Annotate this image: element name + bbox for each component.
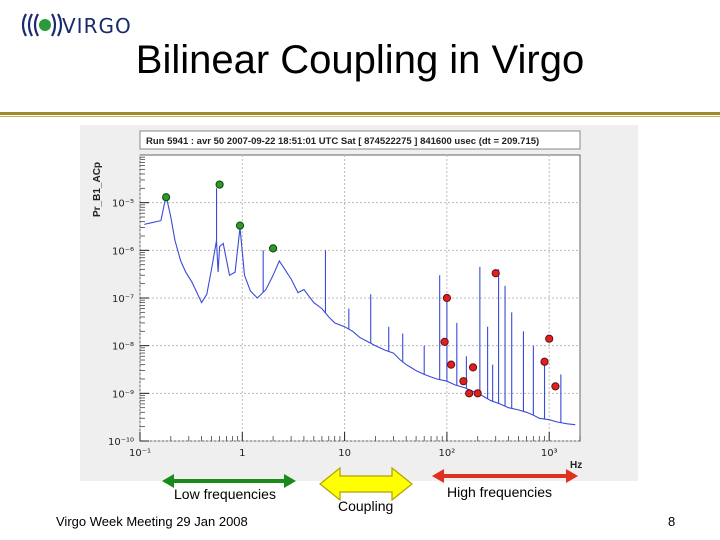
page-title: Bilinear Coupling in Virgo <box>135 38 585 82</box>
low-frequency-marker <box>268 244 278 253</box>
y-tick-label: 10⁻¹⁰ <box>108 437 134 448</box>
title-rule-thin <box>0 116 720 117</box>
low-frequency-marker <box>235 221 245 230</box>
x-tick-label: 10³ <box>541 448 558 459</box>
x-tick-label: 10 <box>338 448 351 459</box>
logo-circle-icon <box>39 19 51 31</box>
high-frequency-arrow <box>432 469 578 483</box>
high-frequency-marker <box>442 293 452 303</box>
high-frequency-marker <box>447 360 456 369</box>
virgo-logo <box>21 13 63 37</box>
y-tick-label: 10⁻⁸ <box>112 342 134 353</box>
y-tick-label: 10⁻⁹ <box>112 389 134 400</box>
low-frequency-marker <box>162 193 171 202</box>
series-line <box>144 195 576 426</box>
x-tick-label: 10⁻¹ <box>129 448 151 459</box>
y-tick-label: 10⁻⁷ <box>112 294 134 305</box>
y-axis-label: Pr_B1_ACp <box>92 162 103 217</box>
high-frequency-marker <box>440 337 449 346</box>
title-rule <box>0 112 720 115</box>
page-number: 8 <box>668 514 676 529</box>
low-frequency-marker <box>215 180 224 189</box>
chart-title: Run 5941 : avr 50 2007-09-22 18:51:01 UT… <box>146 136 539 147</box>
x-axis-label: Hz <box>570 460 582 471</box>
high-frequency-marker <box>465 389 474 398</box>
y-tick-label: 10⁻⁶ <box>112 246 134 257</box>
x-tick-label: 10² <box>439 448 456 459</box>
high-frequency-marker <box>468 363 478 372</box>
low-frequency-arrow <box>162 474 296 488</box>
high-frequency-marker <box>545 334 554 343</box>
x-tick-label: 1 <box>239 448 245 459</box>
chart-title-box <box>139 130 581 150</box>
coupling-label: Coupling <box>338 498 394 514</box>
high-frequency-marker <box>551 382 560 391</box>
low-frequencies-label: Low frequencies <box>174 486 276 502</box>
spectrum-chart: Run 5941 : avr 50 2007-09-22 18:51:01 UT… <box>80 125 638 481</box>
coupling-arrow <box>319 466 413 502</box>
high-frequency-marker <box>491 269 500 278</box>
logo-text: VIRGO <box>62 14 132 38</box>
high-frequency-marker <box>540 357 549 366</box>
logo-waves-icon <box>21 13 63 37</box>
high-frequencies-label: High frequencies <box>447 484 553 500</box>
high-frequency-marker <box>459 377 468 386</box>
y-tick-label: 10⁻⁵ <box>112 199 134 210</box>
footer-meeting: Virgo Week Meeting 29 Jan 2008 <box>56 514 248 529</box>
high-frequency-marker <box>473 389 482 398</box>
